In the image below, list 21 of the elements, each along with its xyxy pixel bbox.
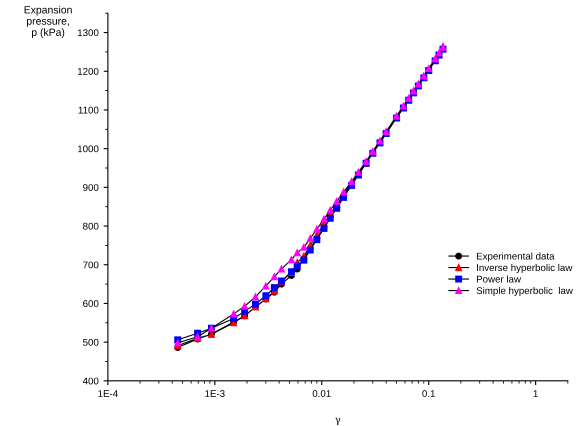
legend-label: Simple hyperbolic law	[476, 286, 573, 296]
y-tick-label: 1200	[78, 68, 98, 75]
y-tick-label: 800	[83, 222, 98, 230]
y-tick-label: 1100	[78, 106, 98, 114]
x-tick-label: 1	[534, 390, 538, 397]
y-tick-label: 400	[82, 378, 98, 384]
x-tick-label: 0.1	[422, 390, 435, 398]
y-tick-label: 1000	[78, 145, 98, 152]
legend-label: Experimental data	[476, 252, 555, 262]
legend-label: Inverse hyperbolic law	[477, 264, 572, 274]
x-tick-label: 0.01	[312, 390, 331, 398]
x-tick-label: 1E-3	[205, 390, 225, 398]
x-tick-label: 1E-4	[98, 390, 118, 397]
y-tick-label: 700	[83, 261, 98, 268]
y-tick-label: 900	[83, 184, 98, 191]
legend-label: Power law	[476, 275, 522, 283]
y-tick-label: 500	[83, 338, 98, 346]
y-tick-label: 600	[83, 300, 98, 308]
y-axis-title: Expansion pressure, p (kPa)	[24, 6, 72, 38]
y-tick-label: 1300	[78, 29, 98, 36]
x-axis-title: γ	[335, 418, 340, 425]
